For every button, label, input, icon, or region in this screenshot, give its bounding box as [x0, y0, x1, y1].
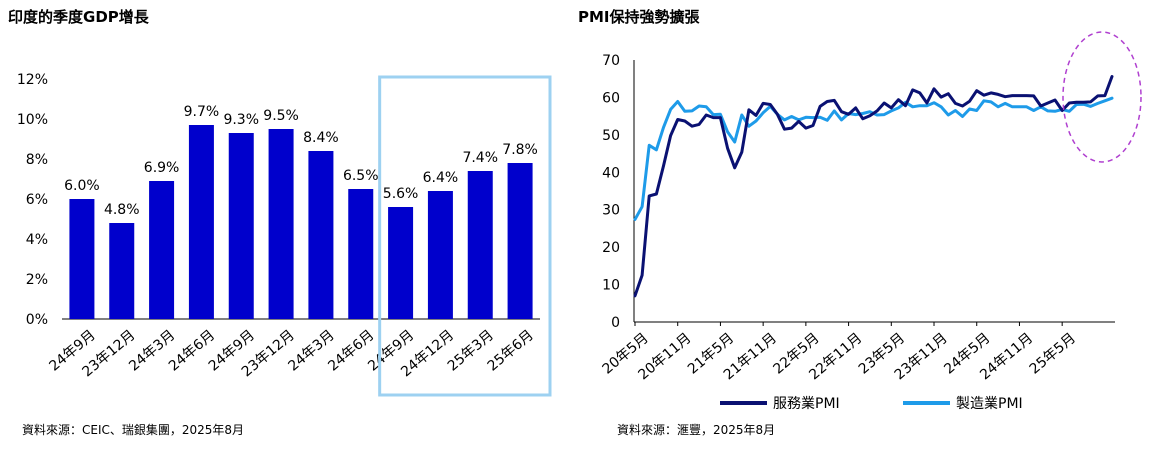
bar-y-tick-label: 6% [26, 192, 48, 208]
pmi-y-tick-label: 50 [602, 128, 620, 144]
gdp-bar-data-label: 9.5% [263, 108, 299, 124]
gdp-bar [188, 125, 214, 319]
gdp-bar-data-label: 7.8% [502, 142, 538, 158]
gdp-bar [348, 189, 374, 319]
pmi-y-tick-label: 0 [611, 315, 620, 331]
left-source-note: 資料來源：CEIC、瑞銀集團，2025年8月 [22, 423, 245, 437]
gdp-bar [268, 129, 294, 319]
bar-y-tick-label: 12% [17, 72, 48, 88]
gdp-bar [109, 223, 135, 319]
right-chart-title: PMI保持強勢擴張 [578, 8, 700, 26]
bar-y-tick-label: 4% [26, 232, 48, 248]
pmi-y-tick-label: 20 [602, 240, 620, 256]
pmi-y-tick-label: 30 [602, 203, 620, 219]
gdp-bar [69, 199, 95, 319]
gdp-bar-data-label: 8.4% [303, 130, 339, 146]
recent-quarters-highlight-box [378, 75, 552, 397]
gdp-bar-chart: 12%10%8%6%4%2%0%6.0%24年9月4.8%23年12月6.9%2… [17, 72, 552, 397]
legend-services-label: 服務業PMI [773, 396, 840, 412]
gdp-bar-data-label: 6.5% [343, 168, 379, 184]
pmi-x-tick-label: 25年5月 [1027, 330, 1079, 377]
bar-y-tick-label: 8% [26, 152, 48, 168]
gdp-bar-data-label: 6.4% [423, 170, 459, 186]
gdp-bar [228, 133, 254, 319]
gdp-bar-data-label: 4.8% [104, 202, 140, 218]
pmi-y-tick-label: 70 [602, 53, 620, 69]
services-pmi-line [633, 75, 1114, 298]
gdp-bar-data-label: 5.6% [383, 186, 419, 202]
gdp-bar [467, 171, 493, 319]
bar-y-tick-label: 10% [17, 112, 48, 128]
legend-manufacturing-label: 製造業PMI [956, 396, 1023, 412]
gdp-bar-data-label: 6.0% [64, 178, 100, 194]
gdp-bar [507, 163, 533, 319]
pmi-y-tick-label: 10 [602, 278, 620, 294]
gdp-bar-data-label: 6.9% [144, 160, 180, 176]
gdp-bar [388, 207, 414, 319]
gdp-bar-data-label: 9.7% [184, 104, 220, 120]
bar-y-tick-label: 2% [26, 272, 48, 288]
gdp-bar-data-label: 9.3% [223, 112, 259, 128]
bar-y-tick-label: 0% [26, 312, 48, 328]
pmi-line-chart: 70605040302010020年5月20年11月21年5月21年11月22年… [600, 31, 1142, 412]
pmi-y-tick-label: 40 [602, 165, 620, 181]
gdp-bar [149, 181, 175, 319]
right-source-note: 資料來源：滙豐，2025年8月 [617, 423, 776, 437]
recent-surge-highlight-ellipse [1062, 31, 1142, 163]
gdp-bar [308, 151, 334, 319]
left-chart-title: 印度的季度GDP增長 [8, 8, 149, 26]
pmi-y-tick-label: 60 [602, 90, 620, 106]
gdp-bar [427, 191, 453, 319]
gdp-bar-data-label: 7.4% [462, 150, 498, 166]
